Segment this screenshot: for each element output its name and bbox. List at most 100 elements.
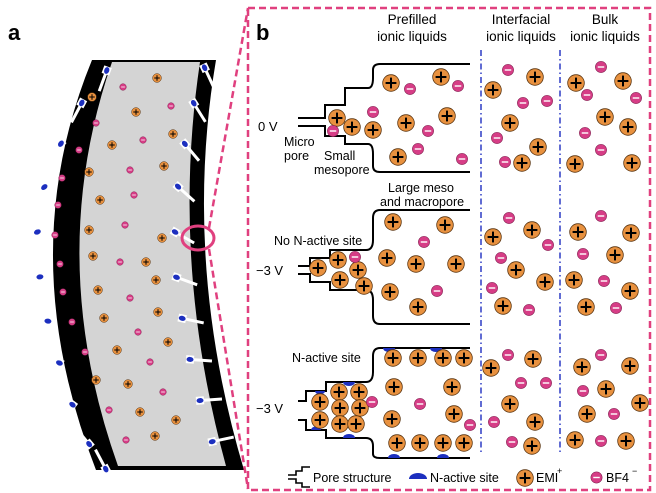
emi-cation bbox=[529, 138, 547, 156]
row1-voltage: 0 V bbox=[258, 119, 278, 134]
bf4-anion bbox=[629, 91, 643, 105]
bf4-anion bbox=[119, 83, 127, 91]
emi-cation bbox=[494, 297, 512, 315]
emi-cation bbox=[622, 224, 640, 242]
bf4-anion bbox=[576, 247, 590, 261]
bf4-anion bbox=[501, 348, 515, 362]
emi-cation bbox=[88, 251, 98, 261]
pore bbox=[38, 353, 65, 369]
row3-voltage: −3 V bbox=[256, 401, 283, 416]
bf4-anion bbox=[411, 142, 425, 156]
emi-cation bbox=[123, 379, 133, 389]
bf4-anion bbox=[594, 60, 608, 74]
emi-cation bbox=[328, 109, 346, 127]
emi-cation bbox=[159, 161, 169, 171]
emi-cation bbox=[388, 434, 406, 452]
emi-cation bbox=[434, 434, 452, 452]
emi-cation bbox=[523, 221, 541, 239]
pore bbox=[53, 390, 79, 411]
emi-cation bbox=[381, 283, 399, 301]
emi-cation bbox=[577, 298, 595, 316]
pore bbox=[73, 426, 95, 450]
emi-cation bbox=[378, 249, 396, 267]
emi-cation bbox=[619, 118, 637, 136]
bf4-anion bbox=[167, 102, 175, 110]
header-bulk-line1: Bulk bbox=[592, 12, 619, 27]
bf4-anion bbox=[121, 221, 129, 229]
bf4-anion bbox=[421, 124, 435, 138]
pore bbox=[171, 272, 198, 287]
bf4-anion bbox=[122, 436, 130, 444]
emi-cation bbox=[434, 349, 452, 367]
pore-structure-icon bbox=[288, 466, 310, 488]
label-small-line1: Small bbox=[324, 149, 355, 163]
bf4-anion bbox=[326, 124, 340, 138]
emi-cation bbox=[436, 216, 454, 234]
bf4-anion bbox=[594, 143, 608, 157]
row3-site-label: N-active site bbox=[292, 351, 361, 365]
emi-cation bbox=[152, 73, 162, 83]
emi-cation bbox=[432, 68, 450, 86]
zoom-connectors bbox=[207, 7, 250, 490]
pore bbox=[94, 448, 112, 475]
emi-cation bbox=[171, 415, 181, 425]
bf4-anion bbox=[463, 418, 477, 432]
emi-cation bbox=[482, 359, 500, 377]
bf4-anion bbox=[541, 238, 555, 252]
pore bbox=[188, 97, 207, 123]
bf4-anion bbox=[58, 174, 66, 182]
emi-cation bbox=[384, 213, 402, 231]
emi-cation bbox=[614, 72, 632, 90]
emi-cation bbox=[311, 393, 329, 411]
bf4-anion bbox=[609, 301, 623, 315]
bf4-anion bbox=[514, 376, 528, 390]
zoom-circle bbox=[180, 224, 216, 252]
emi-cation bbox=[507, 261, 525, 279]
bf4-anion bbox=[75, 146, 83, 154]
emi-cation bbox=[84, 225, 94, 235]
bf4-anion bbox=[505, 435, 519, 449]
emi-cation bbox=[513, 154, 531, 172]
emi-cation bbox=[617, 432, 635, 450]
emi-cation bbox=[351, 399, 369, 417]
emi-cation bbox=[389, 148, 407, 166]
bf4-anion bbox=[487, 415, 501, 429]
panel-b-letter: b bbox=[256, 20, 269, 45]
emi-cation bbox=[135, 407, 145, 417]
emi-cation bbox=[93, 285, 103, 295]
bf4-anion-icon bbox=[590, 471, 603, 484]
emi-cation bbox=[95, 195, 105, 205]
pore bbox=[207, 435, 235, 447]
emi-cation bbox=[168, 129, 178, 139]
emi-cation bbox=[151, 275, 161, 285]
emi-cation bbox=[384, 349, 402, 367]
row2-site-label: No N-active site bbox=[274, 234, 362, 248]
bf4-anion bbox=[68, 318, 76, 326]
header-prefilled-line2: ionic liquids bbox=[377, 29, 447, 44]
bf4-anion bbox=[159, 388, 167, 396]
pore bbox=[26, 181, 50, 202]
left-pore-features bbox=[16, 65, 112, 475]
emi-cation bbox=[311, 411, 329, 429]
pore bbox=[185, 355, 213, 364]
emi-cation bbox=[536, 273, 554, 291]
emi-cation bbox=[501, 395, 519, 413]
label-micro-line2: pore bbox=[284, 149, 309, 163]
bf4-anion bbox=[594, 209, 608, 223]
panel-b-ions bbox=[309, 60, 649, 455]
legend-bf4-sup: − bbox=[632, 466, 637, 476]
emi-cation bbox=[596, 108, 614, 126]
pore bbox=[195, 396, 223, 405]
bf4-anion bbox=[413, 397, 427, 411]
panel-b-frame bbox=[246, 6, 652, 492]
pore bbox=[97, 65, 112, 92]
bf4-anion bbox=[576, 384, 590, 398]
bf4-anion bbox=[81, 348, 89, 356]
emi-cation bbox=[383, 410, 401, 428]
legend-pore-structure: Pore structure bbox=[313, 471, 392, 485]
emi-cation bbox=[445, 405, 463, 423]
bf4-anion bbox=[594, 434, 608, 448]
emi-cation bbox=[157, 233, 167, 243]
bf4-anion bbox=[502, 211, 516, 225]
electrode-arc bbox=[16, 60, 244, 475]
